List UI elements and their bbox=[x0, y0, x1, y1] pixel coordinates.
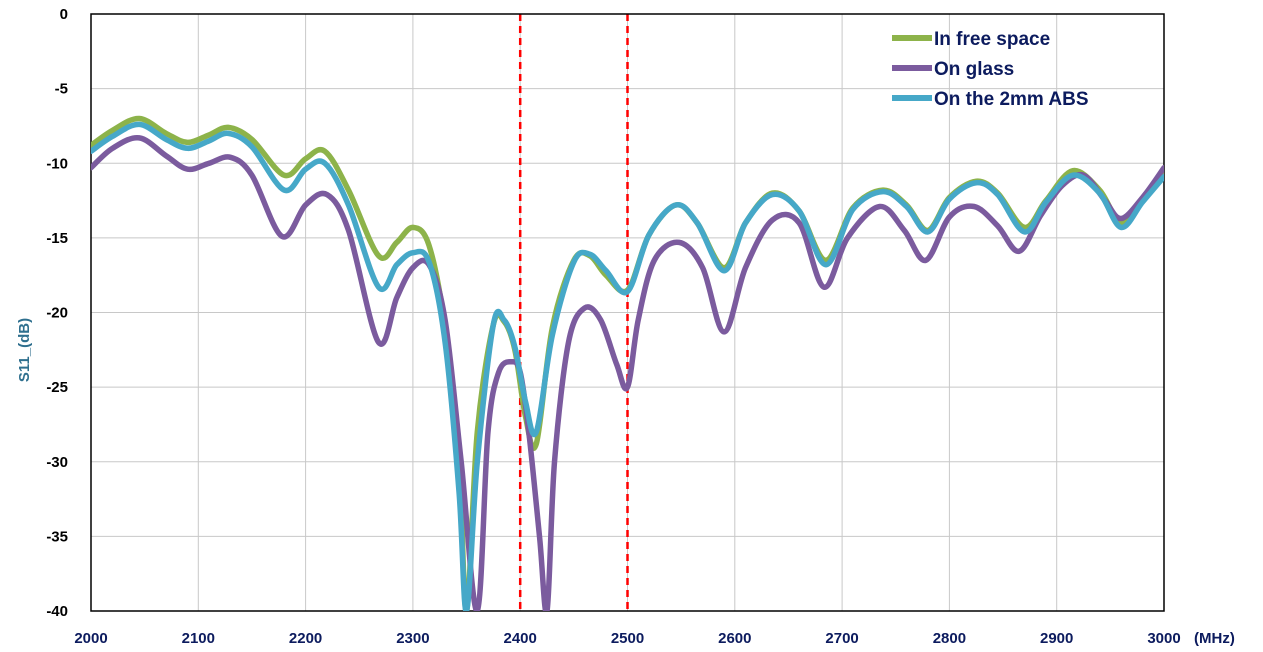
y-tick-label: 0 bbox=[60, 6, 68, 23]
y-axis-title: S11_(dB) bbox=[16, 318, 33, 382]
legend-label: On the 2mm ABS bbox=[934, 89, 1089, 110]
x-tick-label: 2700 bbox=[825, 630, 858, 647]
y-tick-label: -40 bbox=[46, 603, 68, 620]
x-tick-label: 2800 bbox=[933, 630, 966, 647]
plot-area-frame bbox=[90, 13, 1165, 612]
x-tick-label: 2300 bbox=[396, 630, 429, 647]
x-tick-label: 2400 bbox=[504, 630, 537, 647]
y-tick-label: -5 bbox=[55, 81, 68, 98]
x-tick-label: 2100 bbox=[182, 630, 215, 647]
legend: In free space On glass On the 2mm ABS bbox=[892, 29, 1089, 110]
x-tick-label: 2900 bbox=[1040, 630, 1073, 647]
x-tick-label: 3000 bbox=[1147, 630, 1180, 647]
y-tick-label: -35 bbox=[46, 528, 68, 545]
y-tick-label: -15 bbox=[46, 230, 68, 247]
x-axis-unit: (MHz) bbox=[1194, 630, 1235, 647]
series-line bbox=[91, 135, 1164, 611]
y-tick-label: -30 bbox=[46, 454, 68, 471]
legend-label: On glass bbox=[934, 59, 1014, 80]
y-tick-label: -25 bbox=[46, 379, 68, 396]
y-tick-label: -10 bbox=[46, 155, 68, 172]
series bbox=[91, 115, 1164, 611]
y-tick-label: -20 bbox=[46, 305, 68, 322]
x-tick-label: 2600 bbox=[718, 630, 751, 647]
x-tick-label: 2000 bbox=[74, 630, 107, 647]
reference-lines bbox=[518, 14, 629, 611]
legend-label: In free space bbox=[934, 29, 1050, 50]
y-axis-ticks: 0 -5 -10 -15 -20 -25 -30 -35 -40 bbox=[46, 6, 68, 620]
x-tick-label: 2200 bbox=[289, 630, 322, 647]
x-tick-label: 2500 bbox=[611, 630, 644, 647]
series-line bbox=[91, 121, 1164, 611]
x-axis-ticks: 2000 2100 2200 2300 2400 2500 2600 2700 2800 2900… bbox=[74, 630, 1180, 647]
